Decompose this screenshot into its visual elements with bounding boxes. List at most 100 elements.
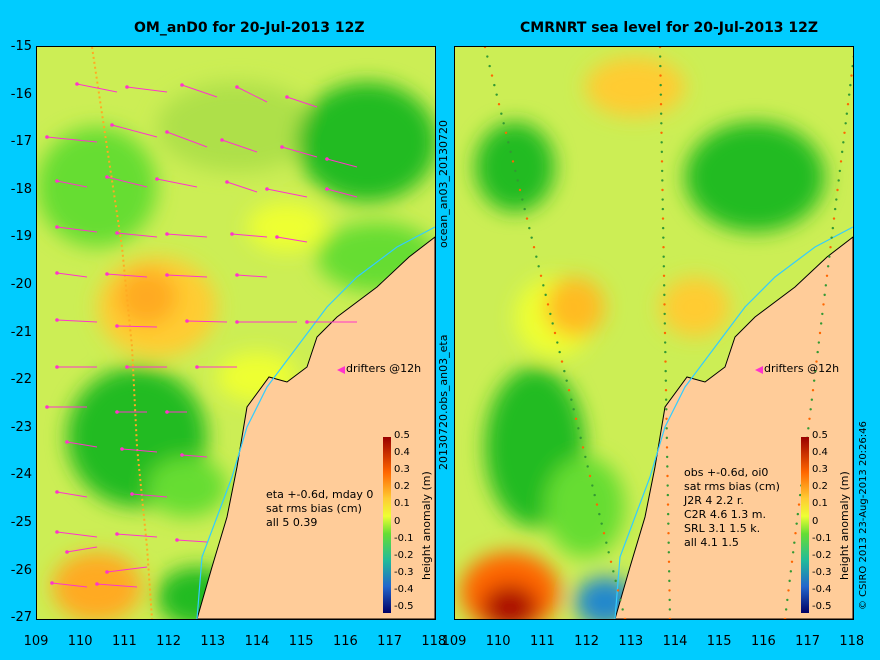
altimeter-track-dot xyxy=(662,265,666,268)
drifter-arrow xyxy=(326,188,358,198)
altimeter-track-dot xyxy=(809,408,812,411)
altimeter-track-dot xyxy=(663,312,666,316)
altimeter-track-dot xyxy=(659,64,662,68)
lat-tick-label: -26 xyxy=(10,562,32,578)
altimeter-track-dot xyxy=(577,427,580,430)
drifter-arrow xyxy=(286,96,318,108)
lon-tick-label: 111 xyxy=(529,634,555,649)
drifter-arrow-head xyxy=(165,273,169,277)
lon-tick-label: 115 xyxy=(288,634,314,649)
altimeter-track-dot xyxy=(660,131,663,134)
altimeter-track-dot xyxy=(665,455,669,459)
altimeter-track-dot xyxy=(668,579,671,583)
drifter-arrow-head xyxy=(45,405,49,409)
altimeter-track-dot xyxy=(558,350,561,354)
colorbar-tick-label: -0.2 xyxy=(812,549,832,561)
drifter-arrow-head xyxy=(195,365,199,369)
drifter-arrow xyxy=(126,86,168,93)
altimeter-track-dot xyxy=(661,188,664,192)
altimeter-track-dot xyxy=(851,64,853,68)
altimeter-track-dot xyxy=(817,341,821,344)
altimeter-track-dot xyxy=(666,503,670,506)
altimeter-track-dot xyxy=(586,465,589,468)
drifter-arrow-head xyxy=(115,532,119,536)
drifter-arrow-head xyxy=(55,530,59,534)
altimeter-track-dot xyxy=(662,274,666,277)
lon-tick-label: 109 xyxy=(441,634,467,649)
drifter-arrow-head xyxy=(230,232,234,236)
altimeter-track-dot xyxy=(614,579,617,583)
altimeter-track-dot xyxy=(664,389,668,392)
altimeter-track-dot xyxy=(828,255,831,258)
drifter-arrow-head xyxy=(105,272,109,276)
altimeter-track-dot xyxy=(793,541,796,544)
drifter-arrow-head xyxy=(65,550,69,554)
altimeter-track-dot xyxy=(830,236,833,239)
altimeter-track-dot xyxy=(844,122,847,125)
drifter-arrow xyxy=(76,83,118,93)
colorbar-tick-label: 0.3 xyxy=(394,464,410,476)
colorbar-tick-label: 0.5 xyxy=(812,430,828,441)
drifter-arrow xyxy=(56,319,98,323)
altimeter-track-dot xyxy=(658,47,662,49)
lon-tick-label: 112 xyxy=(156,634,181,649)
altimeter-track-dot xyxy=(667,570,671,573)
altimeter-track-dot xyxy=(667,551,671,554)
altimeter-track-dot xyxy=(667,541,670,544)
left-panel-title: OM_anD0 for 20-Jul-2013 12Z xyxy=(134,20,365,36)
altimeter-track-dot xyxy=(521,198,524,201)
altimeter-track-dot xyxy=(665,446,669,449)
left-map[interactable] xyxy=(36,46,436,620)
left-side-label-bottom: 20130720.obs_an03_eta xyxy=(437,334,450,470)
colorbar-tick-label: 0 xyxy=(394,515,401,527)
drifter-arrow xyxy=(181,454,208,458)
drifter-arrow xyxy=(66,441,98,448)
drifter-arrow-head xyxy=(130,492,134,496)
lon-tick-label: 117 xyxy=(377,634,402,649)
altimeter-track-dot xyxy=(821,312,824,316)
drifter-arrow-head xyxy=(110,123,114,127)
drifter-arrow xyxy=(116,325,158,328)
left-colorbar xyxy=(383,437,391,613)
drifter-arrow-head xyxy=(50,581,54,585)
altimeter-track-dot xyxy=(514,169,517,173)
altimeter-track-dot xyxy=(662,255,665,258)
altimeter-track-dot xyxy=(572,408,575,411)
altimeter-track-dot xyxy=(808,417,811,420)
drifter-arrow xyxy=(106,176,148,188)
altimeter-track-dot xyxy=(818,331,822,335)
drifter-arrow xyxy=(131,493,168,498)
altimeter-track-dot xyxy=(846,103,850,106)
right-map[interactable] xyxy=(454,46,854,620)
altimeter-track-dot xyxy=(581,446,585,449)
drifter-arrow-head xyxy=(175,538,179,542)
drifter-arrow xyxy=(56,180,88,188)
colorbar-tick-label: -0.1 xyxy=(394,532,414,544)
altimeter-track-dot xyxy=(516,179,519,182)
drifter-arrow-head xyxy=(75,82,79,86)
drifter-arrow xyxy=(56,226,98,233)
altimeter-track-dot xyxy=(796,512,800,516)
altimeter-track-dot xyxy=(659,93,663,96)
drifter-arrow xyxy=(56,531,98,538)
altimeter-track-dot xyxy=(539,274,543,277)
drifter-arrow-head xyxy=(55,490,59,494)
altimeter-track-dot xyxy=(665,436,669,440)
altimeter-track-dot xyxy=(486,55,489,58)
altimeter-track-dot xyxy=(816,350,819,354)
altimeter-track-dot xyxy=(659,83,662,87)
altimeter-track-dot xyxy=(523,207,526,211)
altimeter-track-dot xyxy=(839,160,843,163)
drifter-arrow-head xyxy=(305,320,309,324)
colorbar-tick-label: 0.1 xyxy=(394,498,410,510)
altimeter-track-dot xyxy=(845,112,849,115)
lat-tick-label: -24 xyxy=(10,467,32,483)
altimeter-track-dot xyxy=(553,331,557,335)
lat-tick-label: -21 xyxy=(10,324,32,340)
altimeter-track-dot xyxy=(502,122,505,125)
drifter-arrow-head xyxy=(185,319,189,323)
drifter-arrow-head xyxy=(325,157,329,161)
lat-tick-label: -20 xyxy=(10,277,32,292)
altimeter-track-dot xyxy=(518,188,522,192)
colorbar-tick-label: 0.2 xyxy=(812,481,828,493)
